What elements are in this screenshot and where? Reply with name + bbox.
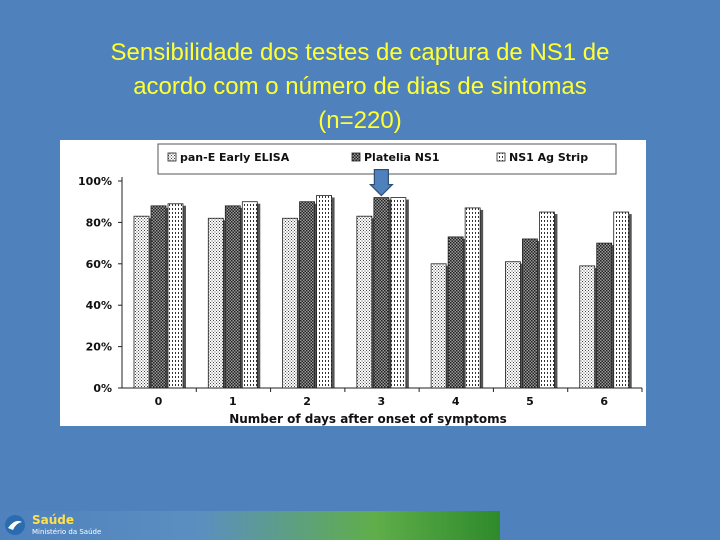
bar-shadow-1-4 bbox=[463, 238, 467, 388]
legend-swatch-0 bbox=[167, 152, 177, 162]
legend-label-2: NS1 Ag Strip bbox=[509, 151, 588, 164]
y-tick-label-2: 40% bbox=[86, 299, 112, 312]
chart-legend: pan-E Early ELISA Platelia NS1 NS1 Ag Stri… bbox=[157, 143, 617, 175]
y-tick-label-0: 0% bbox=[93, 382, 112, 395]
bar-shadow-0-5 bbox=[520, 263, 524, 388]
y-tick-label-5: 100% bbox=[78, 175, 112, 188]
bar-1-1 bbox=[224, 205, 241, 389]
bar-1-6 bbox=[596, 242, 613, 389]
bar-shadow-0-4 bbox=[446, 265, 450, 388]
x-tick-label-2: 2 bbox=[303, 395, 311, 408]
bar-2-5 bbox=[539, 211, 555, 389]
title-line-1: Sensibilidade dos testes de captura de N… bbox=[110, 39, 610, 66]
bar-0-1 bbox=[207, 217, 224, 389]
bar-shadow-2-2 bbox=[331, 197, 335, 388]
y-tick-label-4: 80% bbox=[86, 216, 112, 229]
bar-2-4 bbox=[464, 207, 481, 389]
bar-0-3 bbox=[356, 215, 373, 389]
bar-shadow-0-0 bbox=[149, 218, 152, 388]
bar-shadow-1-6 bbox=[611, 245, 615, 388]
title-line-3: (n=220) bbox=[318, 107, 402, 134]
bar-2-6 bbox=[613, 211, 630, 389]
legend-label-0: pan-E Early ELISA bbox=[180, 151, 290, 164]
bars-group bbox=[133, 168, 632, 389]
bar-shadow-2-3 bbox=[405, 199, 409, 388]
bar-1-3 bbox=[373, 197, 390, 389]
bar-shadow-2-0 bbox=[183, 205, 186, 388]
bar-0-4 bbox=[430, 263, 447, 389]
bar-0-5 bbox=[505, 261, 521, 389]
bar-shadow-2-4 bbox=[480, 209, 484, 388]
x-tick-label-3: 3 bbox=[378, 395, 386, 408]
x-axis-title: Number of days after onset of symptoms bbox=[229, 412, 507, 426]
footer-ministry: Ministério da Saúde bbox=[32, 528, 102, 536]
legend-label-1: Platelia NS1 bbox=[364, 151, 440, 164]
bar-shadow-0-2 bbox=[297, 220, 301, 388]
bar-chart: pan-E Early ELISA Platelia NS1 NS1 Ag Stri… bbox=[78, 143, 643, 426]
bar-2-1 bbox=[241, 201, 258, 389]
bar-shadow-0-1 bbox=[223, 220, 227, 388]
bar-0-6 bbox=[579, 265, 596, 389]
footer-brand: Saúde bbox=[32, 513, 75, 527]
legend-swatch-1 bbox=[351, 152, 361, 162]
y-tick-label-1: 20% bbox=[86, 341, 112, 354]
bar-1-5 bbox=[522, 238, 538, 389]
bar-1-2 bbox=[299, 201, 315, 389]
x-tick-label-1: 1 bbox=[229, 395, 237, 408]
bar-1-0 bbox=[150, 205, 167, 389]
bar-shadow-2-5 bbox=[554, 214, 558, 388]
bar-1-4 bbox=[447, 236, 464, 389]
footer-bar: Saúde Ministério da Saúde bbox=[0, 511, 500, 540]
bar-2-3 bbox=[390, 197, 407, 389]
x-axis: 0 1 2 3 4 5 6 Number of days after onset of sym… bbox=[122, 387, 643, 426]
bar-shadow-0-6 bbox=[594, 267, 598, 388]
bar-shadow-1-0 bbox=[166, 207, 169, 388]
bar-shadow-2-1 bbox=[257, 203, 261, 388]
bar-2-2 bbox=[316, 195, 332, 389]
x-tick-label-6: 6 bbox=[600, 395, 608, 408]
bar-shadow-0-3 bbox=[371, 218, 375, 388]
bar-shadow-1-5 bbox=[537, 240, 541, 388]
ministry-logo-icon bbox=[5, 515, 25, 535]
highlight-arrow-icon bbox=[368, 168, 394, 197]
legend-swatch-2 bbox=[496, 152, 506, 162]
y-tick-label-3: 60% bbox=[86, 258, 112, 271]
y-axis: 0% 20% 40% 60% 80% 100% bbox=[78, 175, 123, 395]
bar-shadow-1-3 bbox=[388, 199, 392, 388]
slide-title: Sensibilidade dos testes de captura de N… bbox=[30, 36, 690, 138]
x-tick-label-4: 4 bbox=[452, 395, 460, 408]
bar-2-0 bbox=[167, 203, 184, 389]
x-tick-label-5: 5 bbox=[526, 395, 534, 408]
bar-shadow-1-1 bbox=[240, 207, 244, 388]
bar-shadow-1-2 bbox=[314, 203, 318, 388]
x-tick-label-0: 0 bbox=[155, 395, 163, 408]
bar-shadow-2-6 bbox=[628, 214, 632, 388]
bar-0-0 bbox=[133, 215, 150, 389]
chart-panel: pan-E Early ELISA Platelia NS1 NS1 Ag Stri… bbox=[60, 140, 646, 426]
bar-0-2 bbox=[282, 217, 298, 389]
title-line-2: acordo com o número de dias de sintomas bbox=[133, 73, 587, 100]
